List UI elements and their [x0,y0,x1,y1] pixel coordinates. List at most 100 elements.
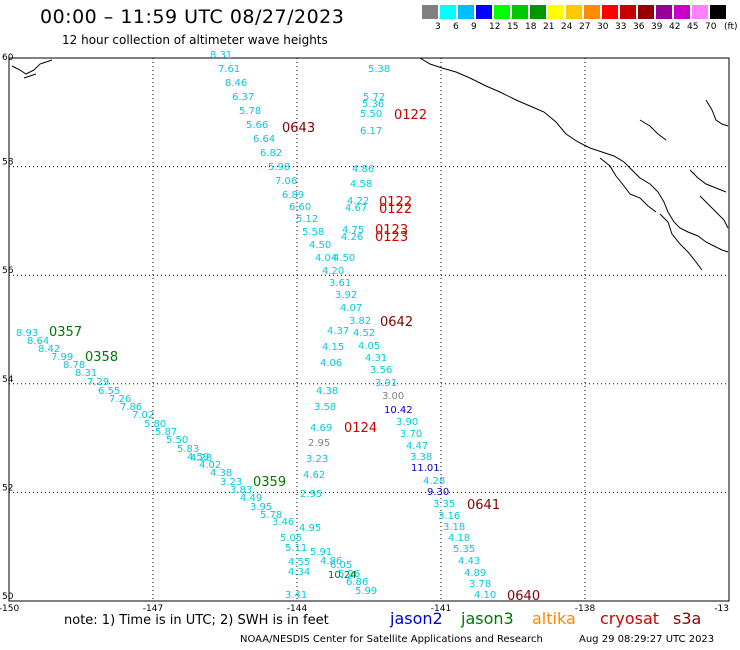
wave-height-label: 4.62 [303,470,325,481]
wave-height-label: 4.58 [350,179,372,190]
wave-height-label: 6.17 [360,126,382,137]
pass-time-label: 0123 [375,223,408,238]
wave-height-label: 4.04 [315,253,337,264]
wave-height-label: 8.31 [75,368,97,379]
wave-height-label: 5.99 [355,586,377,597]
wave-height-label: 4.18 [448,533,470,544]
wave-height-label: 7.99 [51,352,73,363]
page-subtitle: 12 hour collection of altimeter wave hei… [62,33,328,47]
wave-height-label: 3.23 [306,454,328,465]
wave-height-label: 8.42 [38,344,60,355]
wave-height-label: 9.30 [427,487,449,498]
wave-height-label: 3.38 [410,452,432,463]
wave-height-label: 4.59 [187,452,209,463]
wave-height-label: 11.01 [411,463,440,474]
wave-height-label: 3.91 [375,378,397,389]
wave-height-label: 4.31 [365,353,387,364]
wave-height-label: 8.93 [16,328,38,339]
wave-height-label: 6.55 [98,386,120,397]
legend-unit: (ft) [724,22,738,32]
footer-note: note: 1) Time is in UTC; 2) SWH is in fe… [64,613,329,628]
wave-height-label: 7.86 [120,402,142,413]
legend-label: 30 [597,22,609,32]
wave-height-label: 5.98 [268,162,290,173]
legend-swatch [530,5,546,19]
wave-height-label: 8.78 [63,360,85,371]
wave-height-label: 4.50 [309,240,331,251]
legend-swatch [602,5,618,19]
credit-line: NOAA/NESDIS Center for Satellite Applica… [240,634,543,645]
page-title: 00:00 – 11:59 UTC 08/27/2023 [40,6,345,28]
wave-height-label: 2.95 [300,489,322,500]
measurement-labels: 8.31 7.61 8.46 6.37 5.78 5.66 6.64 6.82 5.98 7.06… [16,50,496,601]
wave-height-label: 3.92 [335,290,357,301]
lon-label: -150 [0,604,19,614]
wave-height-label: 4.22 [347,196,369,207]
wave-height-label: 3.56 [370,365,392,376]
legend-swatch [710,5,726,19]
wave-height-label: 10.24 [328,570,357,581]
legend-swatch [458,5,474,19]
wave-height-label: 6.82 [260,148,282,159]
wave-height-label: 3.58 [314,402,336,413]
legend-label: 6 [453,22,459,32]
legend-label: 9 [471,22,477,32]
wave-height-label: 3.82 [349,316,371,327]
wave-height-label: 4.28 [423,476,445,487]
wave-height-label: 6.05 [330,560,352,571]
lat-label: 58 [2,158,14,168]
lon-label: -147 [143,604,163,614]
wave-height-label: 5.80 [144,419,166,430]
legend-jason2: jason2 [390,609,443,628]
wave-height-label: 7.29 [87,377,109,388]
wave-height-label: 6.37 [232,92,254,103]
wave-height-label: 3.16 [438,511,460,522]
legend-swatch [440,5,456,19]
legend-swatch [476,5,492,19]
legend-swatch [512,5,528,19]
lat-label: 50 [2,592,14,602]
wave-height-label: 4.67 [345,203,367,214]
wave-height-label: 6.64 [253,134,275,145]
timestamp: Aug 29 08:29:27 UTC 2023 [579,634,715,645]
wave-height-label: 4.06 [320,358,342,369]
wave-height-label: 4.95 [299,523,321,534]
wave-height-label: 4.38 [210,468,232,479]
wave-height-label: 6.60 [289,202,311,213]
wave-height-label: 3.90 [396,417,418,428]
pass-time-label: 0122 [379,202,412,217]
legend-label: 36 [633,22,645,32]
wave-height-label: 4.26 [341,232,363,243]
wave-height-label: 5.58 [302,227,324,238]
legend-jason3: jason3 [461,609,514,628]
wave-height-label: 3.23 [220,477,242,488]
wave-height-label: 4.47 [406,441,428,452]
wave-height-label: 5.12 [296,214,318,225]
wave-height-label: 4.86 [352,164,374,175]
legend-swatch [494,5,510,19]
graticule: 60 58 56 54 52 50 -150 -147 -144 -141 -138 -13 [0,53,729,614]
pass-time-label: 0641 [467,498,500,513]
wave-height-label: 7.02 [132,410,154,421]
wave-height-label: 4.69 [310,423,332,434]
wave-height-label: 4.10 [474,590,496,601]
wave-height-label: 5.26 [338,569,360,580]
legend-altika: altika [532,609,576,628]
wave-height-label: 3.18 [443,522,465,533]
legend-swatch [692,5,708,19]
legend-label: 42 [669,22,681,32]
wave-height-label: 6.89 [282,190,304,201]
wave-height-label: 5.78 [239,106,261,117]
wave-height-label: 5.38 [368,64,390,75]
lon-label: -144 [287,604,308,614]
lat-label: 60 [2,53,14,63]
legend-label: 45 [687,22,699,32]
legend-s3a: s3a [673,609,702,628]
pass-time-label: 0642 [380,315,413,330]
wave-height-label: 5.50 [166,435,188,446]
legend-label: 3 [435,22,441,32]
wave-height-label: 6.86 [346,577,368,588]
wave-height-label: 3.35 [433,499,455,510]
wave-height-label: 7.06 [275,176,297,187]
